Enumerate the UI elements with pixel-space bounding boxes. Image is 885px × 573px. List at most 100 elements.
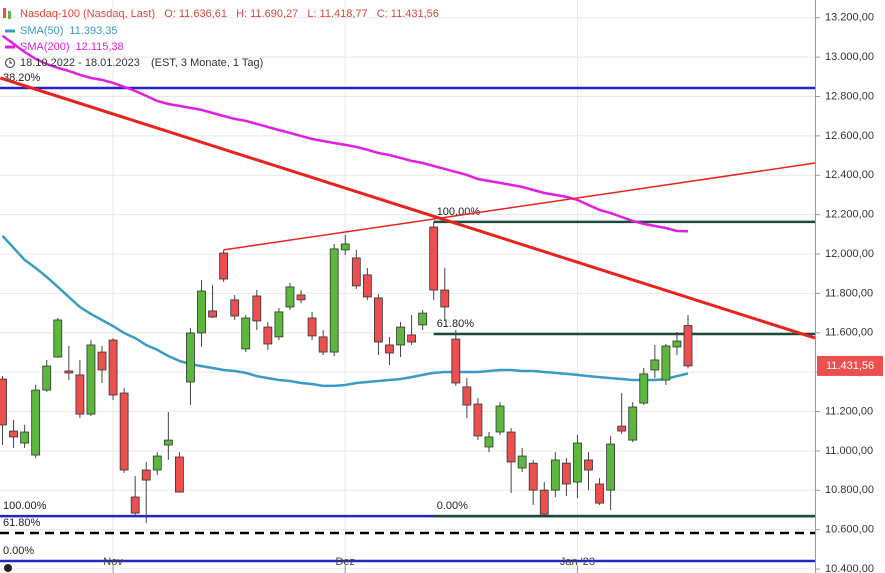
candle-body <box>440 289 450 308</box>
y-axis: 10.400,00 10.600,00 10.800,00 11.000,00 11.2… <box>103 12 883 573</box>
candle-body <box>495 405 505 433</box>
candle-body <box>539 489 549 515</box>
candle-body <box>274 311 284 338</box>
candle-body <box>296 294 306 301</box>
candle-body <box>473 403 483 437</box>
x-tick-label: Nov <box>103 556 123 568</box>
candle-body <box>584 459 593 471</box>
y-tick-label: 10.400,00 <box>825 563 874 573</box>
candle-body <box>64 370 74 374</box>
candle-body <box>617 425 627 432</box>
candle-body <box>186 332 195 383</box>
candle-body <box>119 392 129 471</box>
y-tick-label: 13.000,00 <box>825 51 874 63</box>
trendline <box>223 162 816 251</box>
high-text: H: 11.690,27 <box>236 8 298 20</box>
legend-name: SMA(50) <box>20 25 63 37</box>
candle-body <box>75 374 85 415</box>
legend-name: SMA(200) <box>20 41 70 53</box>
candle-body <box>573 442 582 483</box>
candle-body <box>550 459 560 491</box>
candle-body <box>462 386 472 406</box>
candle-body <box>141 469 151 481</box>
candle-body <box>396 326 405 346</box>
candle-body <box>53 319 63 358</box>
level-label: 61.80% <box>437 318 475 330</box>
candle-body <box>484 436 494 448</box>
range-text: 18.10.2022 - 18.01.2023 (EST, 3 Monate, … <box>20 57 263 69</box>
legend-value: 11.393,35 <box>69 25 117 37</box>
axis-background <box>815 0 885 573</box>
candle-body <box>683 325 693 367</box>
header: Nasdaq-100 (Nasdaq, Last) O: 11.636,61 H… <box>3 8 439 69</box>
clock-icon <box>5 58 15 68</box>
candle-body <box>263 326 273 345</box>
legend-text: SMA(50) 11.393,35 <box>20 25 118 37</box>
candle-body <box>285 286 295 308</box>
candle-body <box>152 455 162 471</box>
candle-body <box>650 359 660 371</box>
candle-body <box>606 443 616 491</box>
level-label: 0.00% <box>3 545 34 557</box>
candle-body <box>351 257 361 287</box>
low-text: L: 11.418,77 <box>307 8 367 20</box>
candle-body <box>219 252 229 280</box>
y-tick-label: 11.800,00 <box>825 287 873 299</box>
candle-body <box>252 295 262 322</box>
plot: 38.20%100.00%61.80%0.00%100.00%61.80%0.0… <box>0 34 816 563</box>
candle-body <box>329 248 339 353</box>
candle-body <box>197 290 206 334</box>
candle-body <box>528 462 538 491</box>
y-tick-label: 13.200,00 <box>825 12 874 24</box>
candle-body <box>639 373 649 404</box>
open-text: O: 11.636,61 <box>164 8 227 20</box>
y-tick-label: 10.600,00 <box>825 524 874 536</box>
candle-body <box>661 345 671 381</box>
candle-body <box>42 365 52 391</box>
level-label: 100.00% <box>3 500 47 512</box>
candle-body <box>31 389 41 456</box>
candle-body <box>175 456 184 493</box>
candle-body <box>130 496 140 514</box>
candle-body <box>163 439 173 446</box>
candle-body <box>517 455 527 469</box>
clock-icon <box>9 60 12 64</box>
level-label: 61.80% <box>3 517 41 529</box>
legend: SMA(50) 11.393,35 SMA(200) 12.115,38 <box>5 25 124 53</box>
logo <box>4 564 12 572</box>
y-tick-label: 12.200,00 <box>825 209 874 221</box>
candle-body <box>628 406 638 441</box>
candle-body <box>418 312 428 326</box>
price-tag-label: 11.431,56 <box>826 360 874 372</box>
y-tick-label: 12.800,00 <box>825 90 874 102</box>
candle-body <box>451 338 461 384</box>
y-tick-label: 12.000,00 <box>825 248 874 260</box>
grid <box>0 0 815 573</box>
candle-body <box>362 274 372 298</box>
candle-body <box>230 299 240 317</box>
candle-body <box>407 334 416 343</box>
candle-body <box>340 243 350 251</box>
legend-text: SMA(200) 12.115,38 <box>20 41 124 53</box>
candle-body <box>506 431 516 463</box>
icon <box>8 11 11 19</box>
x-tick-label: Jan '23 <box>560 556 595 568</box>
candle-body <box>595 483 604 504</box>
candle-body <box>86 344 96 415</box>
candle-body <box>374 297 383 343</box>
level-label: 100.00% <box>437 206 481 218</box>
candle-body <box>318 336 328 353</box>
y-tick-label: 12.600,00 <box>825 130 874 142</box>
y-tick-label: 10.800,00 <box>825 484 874 496</box>
candle-body <box>307 317 317 337</box>
y-tick-label: 11.000,00 <box>825 445 873 457</box>
y-tick-label: 12.400,00 <box>825 169 874 181</box>
candle-body <box>208 310 217 318</box>
y-tick-label: 11.200,00 <box>825 405 873 417</box>
level-label: 0.00% <box>437 500 468 512</box>
candle-body <box>561 462 571 485</box>
legend-value: 12.115,38 <box>76 41 124 53</box>
candle-body <box>672 340 682 348</box>
